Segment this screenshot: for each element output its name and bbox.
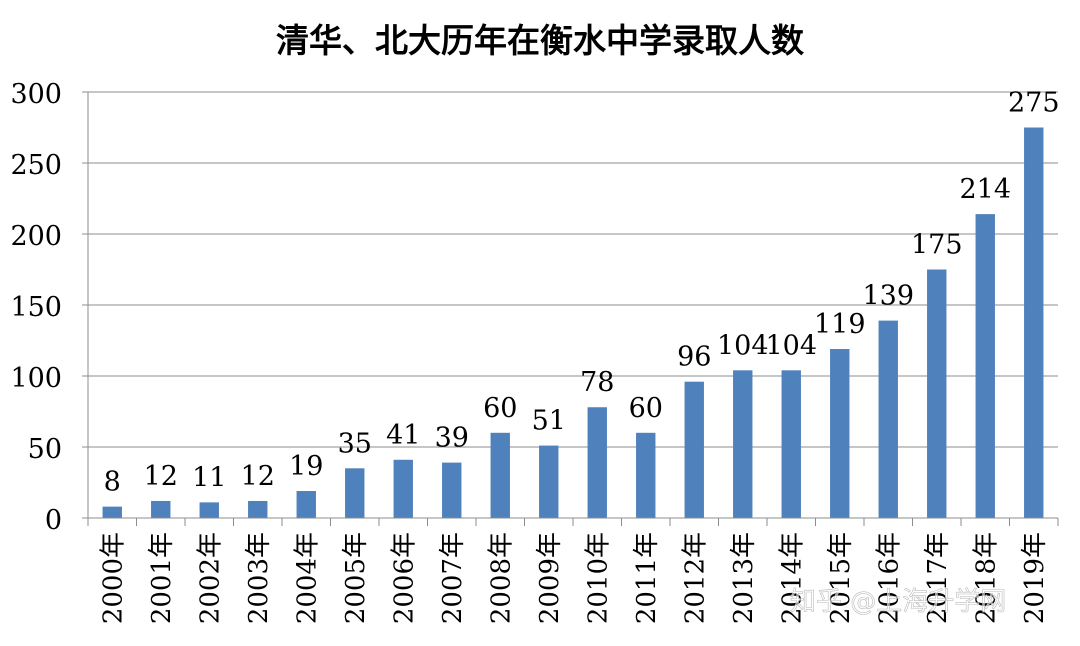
bar [878, 320, 898, 518]
x-tick-label: 2017年 [923, 532, 953, 624]
bar [442, 462, 462, 518]
data-label: 96 [677, 342, 711, 373]
data-label: 60 [483, 393, 517, 424]
y-tick-label: 150 [10, 292, 62, 323]
bar [830, 349, 850, 518]
y-tick-label: 200 [10, 221, 62, 252]
bar [1024, 127, 1044, 518]
x-tick-label: 2014年 [777, 532, 807, 624]
bar [248, 500, 268, 518]
bar [975, 214, 995, 518]
data-label: 104 [717, 330, 769, 361]
bar [199, 502, 219, 518]
data-label: 12 [241, 461, 275, 492]
x-tick-label: 2019年 [1020, 532, 1050, 624]
data-label: 12 [144, 461, 178, 492]
x-tick-label: 2010年 [583, 532, 613, 624]
x-tick-label: 2018年 [971, 532, 1001, 624]
x-tick-label: 2005年 [341, 532, 371, 624]
bar [102, 506, 122, 518]
bar [151, 500, 171, 518]
bar [539, 445, 559, 518]
x-tick-label: 2006年 [389, 532, 419, 624]
x-tick-label: 2016年 [874, 532, 904, 624]
gridlines [88, 91, 1058, 448]
data-label: 175 [911, 230, 963, 261]
data-label: 119 [814, 309, 866, 340]
x-tick-label: 2003年 [244, 532, 274, 624]
data-label: 39 [435, 423, 469, 454]
x-tick-label: 2015年 [826, 532, 856, 624]
bar [296, 491, 316, 518]
y-tick-label: 0 [45, 505, 62, 536]
bar [587, 407, 607, 518]
bar [733, 370, 753, 518]
x-tick-label: 2007年 [438, 532, 468, 624]
watermark: 知乎 @上海升学网 [790, 587, 1006, 617]
x-tick-label: 2012年 [680, 532, 710, 624]
x-tick-label: 2011年 [632, 532, 662, 624]
x-tick-label: 2001年 [147, 532, 177, 624]
bar [636, 432, 656, 518]
data-label: 19 [289, 451, 323, 482]
x-tick-label: 2000年 [98, 532, 128, 624]
data-label: 214 [959, 174, 1011, 205]
x-tick-label: 2002年 [195, 532, 225, 624]
bar [345, 468, 365, 518]
data-label: 60 [629, 393, 663, 424]
data-label: 35 [338, 428, 372, 459]
y-tick-label: 300 [10, 79, 62, 110]
x-tick-label: 2013年 [729, 532, 759, 624]
bar [393, 459, 413, 518]
data-label: 78 [580, 367, 614, 398]
axes: 0 50 100 150 200 250 300 2000年 2001年 2002年 2003年 20… [10, 79, 1059, 624]
data-label: 41 [386, 420, 420, 451]
data-label: 8 [104, 467, 121, 498]
bar [490, 432, 510, 518]
x-tick-label: 2008年 [486, 532, 516, 624]
bar [927, 269, 947, 518]
data-label: 275 [1008, 88, 1060, 119]
data-label: 11 [192, 462, 226, 493]
chart-title: 清华、北大历年在衡水中学录取人数 [276, 21, 805, 60]
bar [781, 370, 801, 518]
data-label: 104 [765, 330, 817, 361]
data-label: 51 [532, 406, 566, 437]
data-label: 139 [862, 281, 914, 312]
bars [102, 127, 1044, 518]
y-tick-label: 100 [10, 363, 62, 394]
y-tick-label: 250 [10, 150, 62, 181]
x-tick-label: 2004年 [292, 532, 322, 624]
bar [684, 381, 704, 518]
x-tick-label: 2009年 [535, 532, 565, 624]
y-tick-label: 50 [28, 434, 62, 465]
